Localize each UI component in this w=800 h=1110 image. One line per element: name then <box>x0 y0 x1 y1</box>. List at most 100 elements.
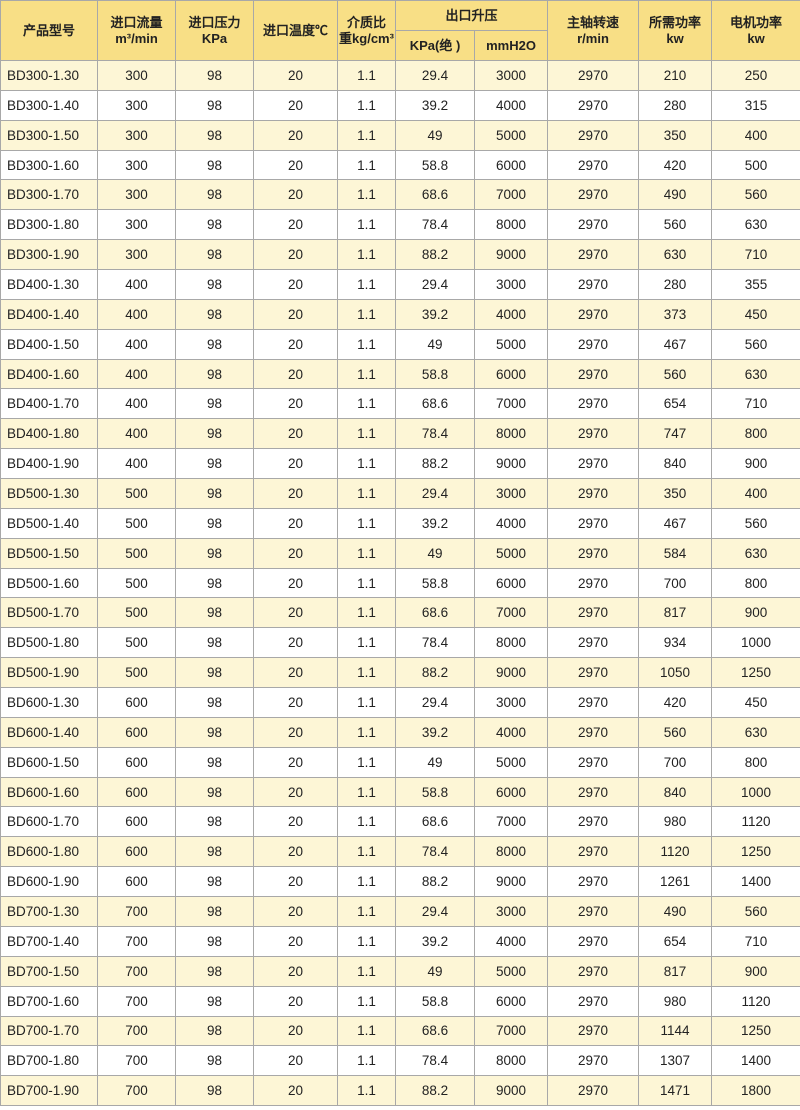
cell-flow: 600 <box>97 716 176 748</box>
cell-speed: 2970 <box>547 657 640 689</box>
cell-flow: 700 <box>97 955 176 987</box>
header-speed: 主轴转速 r/min <box>547 0 640 61</box>
cell-outlet-kpa: 29.4 <box>395 60 475 91</box>
cell-flow: 400 <box>97 358 176 390</box>
cell-motor-power: 1400 <box>711 1045 800 1077</box>
cell-flow: 500 <box>97 537 176 569</box>
cell-model: BD400-1.30 <box>0 269 98 300</box>
cell-flow: 400 <box>97 448 176 480</box>
table-row: BD300-1.60 300 98 20 1.1 58.8 6000 2970 420 500 <box>0 149 800 181</box>
cell-flow: 600 <box>97 776 176 808</box>
cell-inlet-temp: 20 <box>253 179 338 211</box>
cell-outlet-kpa: 49 <box>395 119 475 151</box>
cell-density: 1.1 <box>337 537 396 569</box>
cell-required-power: 420 <box>638 687 713 718</box>
cell-outlet-kpa: 88.2 <box>395 1075 475 1107</box>
cell-speed: 2970 <box>547 627 640 659</box>
cell-density: 1.1 <box>337 896 396 927</box>
cell-flow: 700 <box>97 1075 176 1107</box>
cell-inlet-pressure: 98 <box>175 657 254 689</box>
cell-motor-power: 400 <box>711 478 800 509</box>
cell-inlet-pressure: 98 <box>175 328 254 360</box>
cell-density: 1.1 <box>337 567 396 599</box>
cell-motor-power: 560 <box>711 179 800 211</box>
table-row: BD600-1.50 600 98 20 1.1 49 5000 2970 700 800 <box>0 746 800 778</box>
cell-model: BD400-1.70 <box>0 388 98 420</box>
cell-outlet-mmh2o: 7000 <box>473 388 549 420</box>
cell-flow: 500 <box>97 627 176 659</box>
cell-inlet-temp: 20 <box>253 925 338 957</box>
cell-outlet-kpa: 39.2 <box>395 716 475 748</box>
cell-outlet-mmh2o: 8000 <box>473 1045 549 1077</box>
cell-density: 1.1 <box>337 298 396 330</box>
table-row: BD500-1.70 500 98 20 1.1 68.6 7000 2970 817 900 <box>0 597 800 629</box>
cell-motor-power: 630 <box>711 358 800 390</box>
cell-speed: 2970 <box>547 478 640 509</box>
cell-model: BD600-1.40 <box>0 716 98 748</box>
cell-outlet-mmh2o: 9000 <box>473 448 549 480</box>
cell-outlet-kpa: 68.6 <box>395 806 475 838</box>
cell-density: 1.1 <box>337 955 396 987</box>
cell-outlet-mmh2o: 7000 <box>473 806 549 838</box>
cell-inlet-pressure: 98 <box>175 567 254 599</box>
cell-outlet-kpa: 49 <box>395 537 475 569</box>
cell-inlet-pressure: 98 <box>175 806 254 838</box>
cell-inlet-pressure: 98 <box>175 269 254 300</box>
cell-required-power: 654 <box>638 925 713 957</box>
cell-flow: 500 <box>97 657 176 689</box>
cell-required-power: 980 <box>638 985 713 1017</box>
table-row: BD400-1.50 400 98 20 1.1 49 5000 2970 467 560 <box>0 328 800 360</box>
cell-required-power: 490 <box>638 896 713 927</box>
cell-flow: 400 <box>97 328 176 360</box>
cell-inlet-temp: 20 <box>253 358 338 390</box>
cell-flow: 600 <box>97 687 176 718</box>
cell-model: BD300-1.50 <box>0 119 98 151</box>
cell-inlet-temp: 20 <box>253 955 338 987</box>
cell-motor-power: 710 <box>711 239 800 271</box>
cell-outlet-mmh2o: 5000 <box>473 955 549 987</box>
header-required-power: 所需功率 kw <box>638 0 713 61</box>
cell-inlet-temp: 20 <box>253 298 338 330</box>
cell-flow: 400 <box>97 418 176 450</box>
cell-inlet-pressure: 98 <box>175 627 254 659</box>
cell-required-power: 490 <box>638 179 713 211</box>
cell-inlet-temp: 20 <box>253 149 338 181</box>
cell-inlet-temp: 20 <box>253 239 338 271</box>
cell-outlet-mmh2o: 5000 <box>473 328 549 360</box>
cell-inlet-pressure: 98 <box>175 119 254 151</box>
cell-required-power: 817 <box>638 597 713 629</box>
cell-outlet-kpa: 58.8 <box>395 567 475 599</box>
cell-outlet-mmh2o: 6000 <box>473 776 549 808</box>
cell-speed: 2970 <box>547 358 640 390</box>
cell-inlet-temp: 20 <box>253 567 338 599</box>
cell-model: BD700-1.40 <box>0 925 98 957</box>
cell-motor-power: 800 <box>711 746 800 778</box>
cell-outlet-mmh2o: 6000 <box>473 985 549 1017</box>
cell-motor-power: 560 <box>711 507 800 539</box>
cell-density: 1.1 <box>337 597 396 629</box>
cell-motor-power: 1250 <box>711 1015 800 1047</box>
cell-inlet-temp: 20 <box>253 388 338 420</box>
cell-outlet-mmh2o: 4000 <box>473 925 549 957</box>
cell-model: BD700-1.50 <box>0 955 98 987</box>
table-row: BD400-1.40 400 98 20 1.1 39.2 4000 2970 373 450 <box>0 298 800 330</box>
cell-outlet-kpa: 78.4 <box>395 209 475 241</box>
cell-inlet-pressure: 98 <box>175 358 254 390</box>
cell-required-power: 420 <box>638 149 713 181</box>
cell-speed: 2970 <box>547 806 640 838</box>
cell-motor-power: 450 <box>711 298 800 330</box>
table-row: BD700-1.50 700 98 20 1.1 49 5000 2970 817 900 <box>0 955 800 987</box>
table-row: BD600-1.80 600 98 20 1.1 78.4 8000 2970 1120 1250 <box>0 836 800 868</box>
cell-speed: 2970 <box>547 149 640 181</box>
cell-outlet-mmh2o: 9000 <box>473 866 549 898</box>
cell-density: 1.1 <box>337 269 396 300</box>
cell-required-power: 747 <box>638 418 713 450</box>
cell-motor-power: 1250 <box>711 657 800 689</box>
cell-speed: 2970 <box>547 866 640 898</box>
cell-required-power: 840 <box>638 448 713 480</box>
cell-inlet-temp: 20 <box>253 537 338 569</box>
header-density: 介质比 重kg/cm³ <box>337 0 396 61</box>
cell-required-power: 560 <box>638 209 713 241</box>
cell-required-power: 584 <box>638 537 713 569</box>
